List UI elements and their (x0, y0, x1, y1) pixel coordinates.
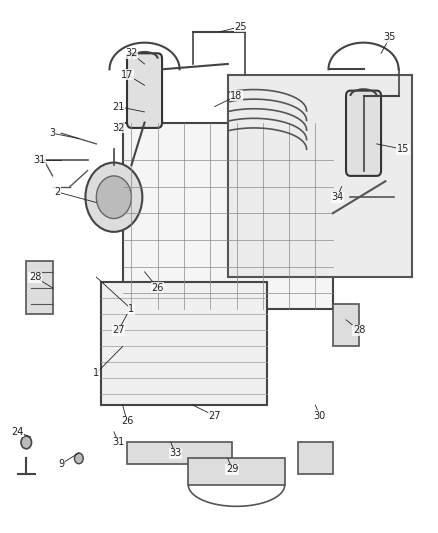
Circle shape (21, 436, 32, 449)
Circle shape (85, 163, 142, 232)
Text: 9: 9 (58, 459, 64, 469)
Text: 1: 1 (128, 304, 134, 314)
Text: 34: 34 (331, 192, 343, 202)
Bar (333, 304, 359, 346)
Text: 30: 30 (314, 411, 326, 421)
Text: 26: 26 (152, 283, 164, 293)
Bar (298, 442, 333, 474)
Text: 31: 31 (112, 438, 124, 447)
Bar (228, 75, 412, 277)
Bar (123, 123, 333, 309)
Text: 18: 18 (230, 91, 243, 101)
FancyBboxPatch shape (346, 91, 381, 176)
FancyBboxPatch shape (127, 53, 162, 128)
Text: 17: 17 (121, 70, 133, 79)
Text: 28: 28 (29, 272, 41, 282)
Text: 26: 26 (121, 416, 133, 426)
Bar (188, 458, 285, 485)
Text: 27: 27 (208, 411, 221, 421)
Bar (127, 442, 232, 464)
Text: 32: 32 (112, 123, 124, 133)
Text: 28: 28 (353, 326, 365, 335)
Text: 31: 31 (33, 155, 46, 165)
Text: 21: 21 (112, 102, 124, 111)
Bar (101, 282, 267, 405)
Circle shape (74, 453, 83, 464)
Text: 25: 25 (235, 22, 247, 31)
Text: 24: 24 (11, 427, 24, 437)
Circle shape (96, 176, 131, 219)
Text: 27: 27 (112, 326, 124, 335)
Text: 32: 32 (125, 49, 138, 58)
Text: 3: 3 (49, 128, 56, 138)
Text: 1: 1 (93, 368, 99, 378)
Text: 35: 35 (384, 33, 396, 42)
Text: 29: 29 (226, 464, 238, 474)
Text: 33: 33 (169, 448, 181, 458)
Text: 15: 15 (397, 144, 409, 154)
Bar (26, 261, 53, 314)
Text: 2: 2 (54, 187, 60, 197)
